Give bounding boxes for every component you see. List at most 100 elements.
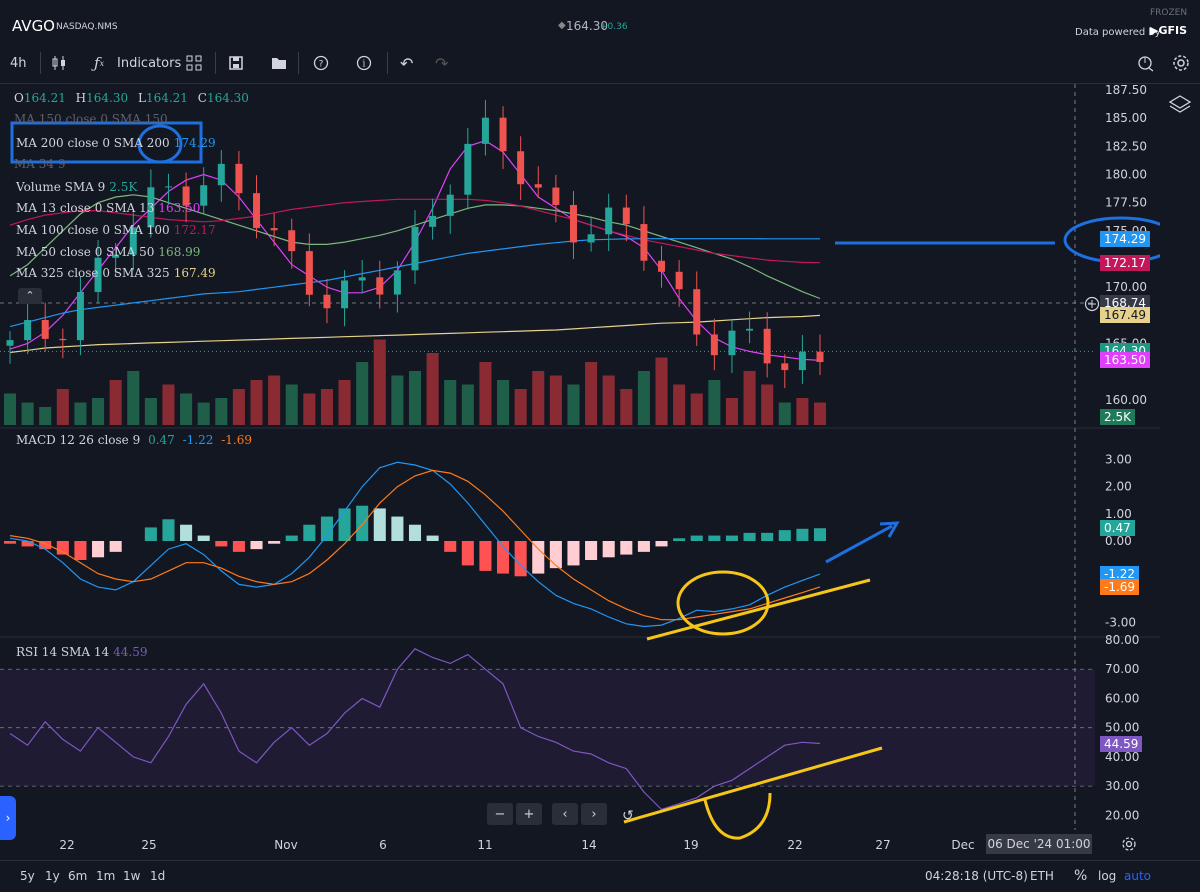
price-badge-macd-line: -1.22 [1100, 566, 1140, 583]
macd-hist-bar [320, 516, 333, 541]
rsi-value: 44.59 [113, 645, 148, 659]
macd-tick-label: 3.00 [1105, 453, 1132, 467]
blue-highlight-box [10, 121, 203, 164]
indicators-button[interactable]: Indicators [117, 55, 182, 71]
macd-hist-bar [461, 541, 474, 566]
volume-bar [285, 384, 298, 425]
macd-hist-bar [250, 541, 263, 550]
reset-chart-icon[interactable]: ↺ [622, 808, 634, 824]
bottom-bar: 5y 1y 6m 1m 1w 1d 04:28:18 (UTC-8) ETH %… [0, 860, 1200, 892]
provider-name: GFIS [1158, 24, 1188, 37]
expand-panel-chevron-right-icon[interactable]: › [0, 796, 16, 840]
macd-hist-bar [285, 535, 298, 541]
ma100-legend[interactable]: MA 100 close 0 SMA 100 172.17 [16, 223, 216, 237]
macd-label: MACD 12 26 close 9 [16, 433, 141, 447]
top-bar: AVGO NASDAQ.NMS ◆ 164.30 +0.36 FROZEN Da… [0, 0, 1200, 42]
ma13-label: MA 13 close 0 SMA 13 [16, 201, 155, 215]
volume-value: 2.5K [109, 180, 138, 194]
ma-line-ma325 [9, 314, 821, 354]
macd-hist-bar [408, 524, 422, 541]
candle-body [798, 351, 806, 371]
price-badge-ma200: 174.29 [1100, 230, 1150, 247]
settings-gear-icon[interactable] [1172, 42, 1190, 84]
scroll-right-button[interactable]: › [581, 803, 607, 825]
macd-hist-bar [444, 541, 457, 552]
rsi-tick-label: 70.00 [1105, 662, 1139, 676]
volume-bar [637, 371, 650, 425]
range-1w[interactable]: 1w [123, 869, 141, 883]
volume-label: Volume SMA 9 [16, 180, 106, 194]
macd-hist-bar [39, 541, 52, 550]
macd-hist-bar [92, 541, 105, 558]
hidden-ma-legend[interactable]: MA 34 9 [14, 157, 66, 171]
redo-icon[interactable]: ↷ [435, 53, 449, 73]
time-tick-label: 25 [141, 838, 156, 852]
price-tick-label: 160.00 [1105, 393, 1147, 407]
toolbar-divider [387, 52, 388, 74]
macd-hist-bar [673, 538, 686, 541]
ma50-legend[interactable]: MA 50 close 0 SMA 50 168.99 [16, 245, 200, 259]
yellow-trend-line [623, 746, 883, 824]
time-tick-label: 19 [683, 838, 698, 852]
macd-hist-bar [761, 532, 774, 541]
gfis-logo: ▶GFIS [1150, 24, 1188, 37]
candle-body [288, 230, 296, 252]
volume-bar [444, 380, 457, 425]
candle-body [675, 271, 683, 290]
clock[interactable]: 04:28:18 (UTC-8) [925, 869, 1028, 883]
candle-body [710, 334, 718, 356]
volume-legend[interactable]: Volume SMA 9 2.5K [16, 180, 137, 194]
volume-bar [391, 375, 404, 425]
zoom-in-button[interactable]: + [516, 803, 542, 825]
collapse-legend-chevron-icon[interactable]: ⌃ [18, 288, 42, 304]
range-1d[interactable]: 1d [150, 869, 166, 883]
price-tick-label: 180.00 [1105, 168, 1147, 182]
info-icon[interactable]: i [356, 42, 372, 84]
folder-icon[interactable] [271, 42, 287, 84]
zoom-out-button[interactable]: − [487, 803, 513, 825]
save-icon[interactable] [229, 42, 243, 84]
help-icon[interactable]: ? [313, 42, 329, 84]
axis-settings-gear-icon[interactable] [1121, 836, 1137, 856]
volume-bar [690, 393, 703, 425]
range-5y[interactable]: 5y [20, 869, 35, 883]
symbol[interactable]: AVGO [12, 17, 55, 35]
high-value: 164.30 [86, 91, 129, 105]
candle-body [235, 163, 243, 194]
volume-bar [655, 357, 668, 425]
volume-bar [620, 389, 633, 425]
session-button[interactable]: ETH [1030, 869, 1054, 883]
volume-bar [673, 384, 686, 425]
ma150-legend[interactable]: MA 150 close 0 SMA 150 [14, 112, 168, 126]
price-tick-label: 177.50 [1105, 196, 1147, 210]
layout-grid-icon[interactable] [186, 42, 202, 84]
ma200-legend[interactable]: MA 200 close 0 SMA 200 174.29 [16, 136, 216, 150]
layers-icon[interactable] [1168, 94, 1192, 120]
undo-icon[interactable]: ↶ [400, 53, 414, 73]
ma325-legend[interactable]: MA 325 close 0 SMA 325 167.49 [16, 266, 216, 280]
price-tick-label: 182.50 [1105, 139, 1147, 153]
candle-body [411, 226, 419, 271]
auto-scale-toggle[interactable]: auto [1124, 869, 1152, 883]
time-tick-label: 14 [581, 838, 596, 852]
candle-body [200, 185, 208, 206]
rsi-legend[interactable]: RSI 14 SMA 14 44.59 [16, 645, 148, 659]
range-1y[interactable]: 1y [45, 869, 60, 883]
range-1m[interactable]: 1m [96, 869, 116, 883]
scroll-left-button[interactable]: ‹ [552, 803, 578, 825]
log-scale-toggle[interactable]: log [1098, 869, 1117, 883]
price-badge-macd-signal: -1.69 [1100, 578, 1140, 595]
macd-legend[interactable]: MACD 12 26 close 9 0.47 -1.22 -1.69 [16, 433, 252, 447]
macd-hist-bar [585, 541, 598, 560]
chart-canvas[interactable]: 187.50185.00182.50180.00177.50175.00170.… [0, 84, 1160, 860]
candle-body [622, 207, 630, 225]
interval-button[interactable]: 4h [10, 55, 27, 71]
ma13-legend[interactable]: MA 13 close 0 SMA 13 163.50 [16, 201, 200, 215]
ma200-value: 174.29 [173, 136, 216, 150]
add-price-line-icon[interactable] [1084, 296, 1100, 316]
range-6m[interactable]: 6m [68, 869, 88, 883]
percent-scale-toggle[interactable]: % [1074, 868, 1088, 884]
crosshair-cursor-icon[interactable] [1137, 42, 1155, 84]
candles-icon[interactable] [50, 42, 68, 84]
